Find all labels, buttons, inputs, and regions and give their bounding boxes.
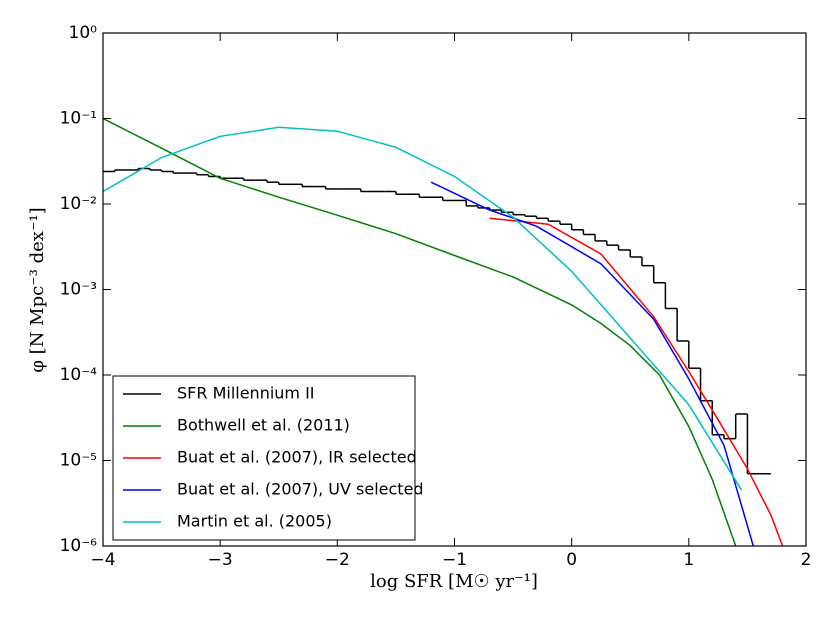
x-tick-label: 2 [801,550,812,570]
x-tick-label: −2 [325,550,350,570]
legend: SFR Millennium II Bothwell et al. (2011) B… [112,375,424,541]
x-tick-label: −3 [208,550,233,570]
y-tick-label: 10⁻⁴ [60,365,98,385]
x-tick-label: −4 [90,550,115,570]
y-tick-label: 10⁰ [69,23,98,43]
plot-area [103,117,784,546]
x-axis-label: log SFR [M☉ yr⁻¹] [370,571,538,592]
y-tick-label: 10⁻¹ [60,109,97,129]
x-tick-label: 0 [566,550,577,570]
legend-label: SFR Millennium II [177,384,315,403]
series-line [103,126,743,491]
legend-label: Bothwell et al. (2011) [177,416,350,435]
y-tick-label: 10⁻³ [60,280,97,300]
legend-label: Martin et al. (2005) [177,512,332,531]
series-line [430,181,755,546]
y-tick-label: 10⁻⁶ [60,536,98,556]
series-line [103,117,737,546]
legend-label: Buat et al. (2007), IR selected [177,448,417,467]
legend-box [112,375,416,541]
x-tick-label: −1 [442,550,467,570]
x-tick-label: 1 [683,550,694,570]
y-axis-label: φ [N Mpc⁻³ dex⁻¹] [27,207,48,372]
y-tick-label: 10⁻⁵ [60,451,97,471]
legend-label: Buat et al. (2007), UV selected [177,480,424,499]
plot-frame [102,32,807,547]
series-line [489,217,784,546]
y-tick-label: 10⁻² [60,194,97,214]
